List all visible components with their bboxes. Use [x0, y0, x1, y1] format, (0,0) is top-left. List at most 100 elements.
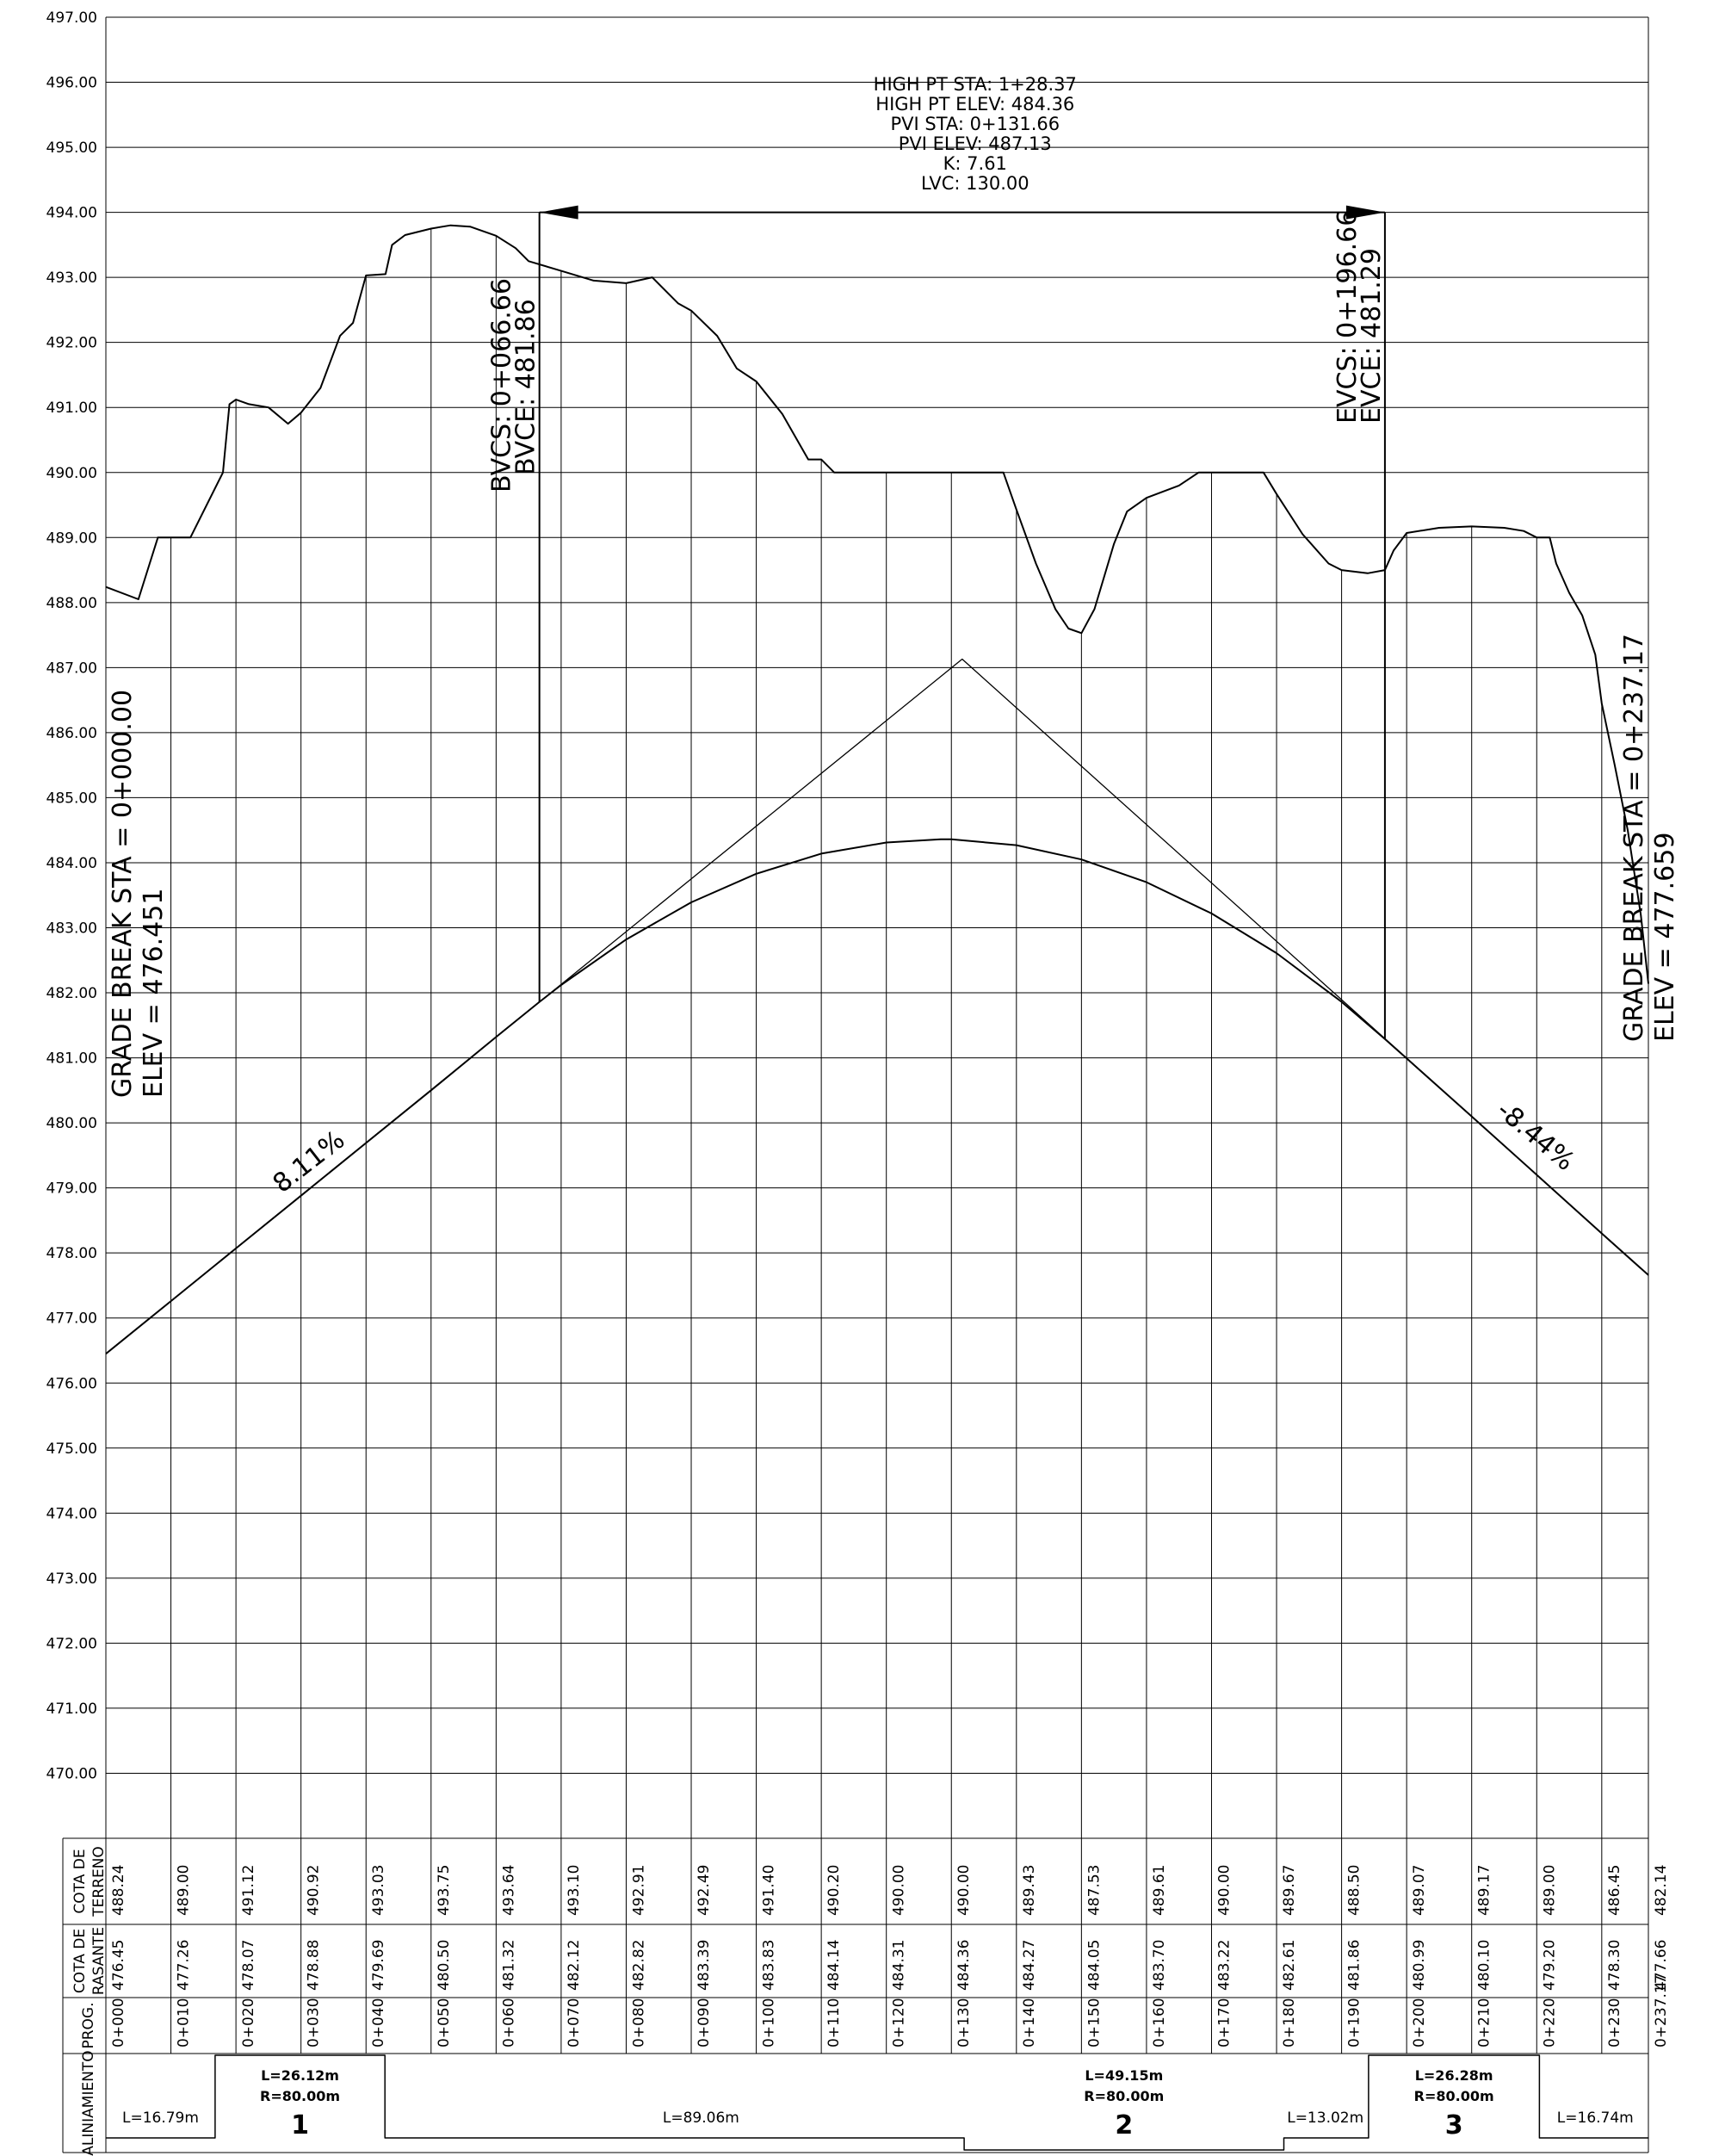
- cota-rasante-cell: 478.88: [306, 1940, 323, 1991]
- y-tick-label: 488.00: [46, 595, 97, 612]
- grade-break-right-station: GRADE BREAK STA = 0+237.17: [1619, 634, 1649, 1042]
- prog-cell: 0+150: [1085, 1998, 1103, 2048]
- evc-station-label: EVCS: 0+196.66: [1332, 210, 1363, 424]
- prog-cell: 0+070: [566, 1998, 583, 2048]
- cota-terreno-cell: 489.17: [1476, 1865, 1493, 1916]
- y-tick-label: 474.00: [46, 1505, 97, 1522]
- y-tick-label: 475.00: [46, 1440, 97, 1458]
- table-row-label: COTA DE: [71, 1929, 89, 1993]
- y-tick-label: 473.00: [46, 1571, 97, 1588]
- table-row-label: ALINIAMIENTO: [80, 2050, 97, 2155]
- prog-cell: 0+120: [891, 1998, 908, 2048]
- y-tick-label: 472.00: [46, 1635, 97, 1652]
- curve-length-label: L=26.12m: [261, 2067, 339, 2084]
- cota-rasante-cell: 478.30: [1606, 1940, 1623, 1991]
- prog-cell: 0+230: [1606, 1998, 1623, 2048]
- cota-rasante-cell: 477.26: [176, 1940, 193, 1991]
- prog-cell: 0+140: [1021, 1998, 1038, 2048]
- vertical-curve-info: K: 7.61: [943, 153, 1007, 174]
- cota-terreno-cell: 489.07: [1411, 1865, 1428, 1916]
- vertical-curve-info: HIGH PT ELEV: 484.36: [875, 94, 1074, 115]
- prog-cell: 0+160: [1151, 1998, 1168, 2048]
- cota-rasante-cell: 480.99: [1411, 1940, 1428, 1991]
- prog-cell: 0+190: [1346, 1998, 1363, 2048]
- prog-cell: 0+000: [110, 1998, 127, 2048]
- curve-radius-label: R=80.00m: [260, 2088, 340, 2104]
- cota-rasante-cell: 479.69: [370, 1940, 387, 1991]
- bvc-station-label: BVCS: 0+066.66: [487, 278, 517, 493]
- grade-break-left-elev: ELEV = 476.451: [139, 889, 169, 1098]
- prog-cell: 0+030: [306, 1998, 323, 2048]
- grade-break-left-station: GRADE BREAK STA = 0+000.00: [108, 690, 138, 1098]
- bvc-elevation-label: BVCE: 481.86: [511, 299, 541, 475]
- cota-rasante-cell: 484.36: [955, 1940, 973, 1991]
- ground-profile-line: [105, 224, 1649, 984]
- y-tick-label: 497.00: [46, 9, 97, 27]
- curve-radius-label: R=80.00m: [1084, 2088, 1164, 2104]
- dimension-arrow-right: [1345, 205, 1385, 220]
- cota-terreno-cell: 490.00: [955, 1865, 973, 1916]
- vertical-curve-info: LVC: 130.00: [921, 173, 1029, 194]
- prog-cell: 0+020: [240, 1998, 257, 2048]
- prog-cell: 0+170: [1215, 1998, 1233, 2048]
- cota-rasante-cell: 476.45: [110, 1940, 127, 1991]
- curve-number-label: 2: [1115, 2110, 1133, 2141]
- prog-cell: 0+220: [1541, 1998, 1558, 2048]
- cota-terreno-cell: 487.53: [1085, 1865, 1103, 1916]
- cota-rasante-cell: 483.39: [696, 1940, 713, 1991]
- prog-cell: 0+060: [500, 1998, 517, 2048]
- tangent-length-label: L=13.02m: [1287, 2110, 1363, 2127]
- cota-terreno-cell: 493.03: [370, 1865, 387, 1916]
- cota-rasante-cell: 484.31: [891, 1940, 908, 1991]
- curve-length-label: L=49.15m: [1085, 2067, 1163, 2084]
- cota-terreno-cell: 489.00: [176, 1865, 193, 1916]
- y-tick-label: 485.00: [46, 790, 97, 807]
- prog-cell: 0+040: [370, 1998, 387, 2048]
- prog-cell: 0+237.17: [1653, 1974, 1670, 2048]
- y-tick-label: 478.00: [46, 1245, 97, 1262]
- y-tick-label: 491.00: [46, 400, 97, 417]
- cota-rasante-cell: 482.12: [566, 1940, 583, 1991]
- cota-terreno-cell: 488.50: [1346, 1865, 1363, 1916]
- cota-terreno-cell: 489.43: [1021, 1865, 1038, 1916]
- y-tick-label: 481.00: [46, 1050, 97, 1068]
- y-tick-label: 476.00: [46, 1375, 97, 1392]
- curve-radius-label: R=80.00m: [1414, 2088, 1494, 2104]
- vertical-curve-info: PVI ELEV: 487.13: [899, 133, 1052, 154]
- prog-cell: 0+080: [630, 1998, 647, 2048]
- cota-terreno-cell: 489.00: [1541, 1865, 1558, 1916]
- cota-terreno-cell: 489.67: [1281, 1865, 1298, 1916]
- y-tick-label: 494.00: [46, 205, 97, 222]
- tangent-length-label: L=16.74m: [1557, 2110, 1634, 2127]
- cota-rasante-cell: 478.07: [240, 1940, 257, 1991]
- cota-terreno-cell: 482.14: [1653, 1865, 1670, 1916]
- cota-terreno-cell: 492.91: [630, 1865, 647, 1916]
- cota-rasante-cell: 483.22: [1215, 1940, 1233, 1991]
- cota-terreno-cell: 493.10: [566, 1865, 583, 1916]
- prog-cell: 0+100: [761, 1998, 778, 2048]
- alignment-diagram: [106, 2054, 1648, 2151]
- slope-label: -8.44%: [1491, 1095, 1580, 1177]
- cota-rasante-cell: 483.83: [761, 1940, 778, 1991]
- y-tick-label: 486.00: [46, 725, 97, 742]
- y-tick-label: 490.00: [46, 465, 97, 482]
- table-row-label: COTA DE: [71, 1849, 89, 1913]
- y-tick-label: 489.00: [46, 530, 97, 547]
- y-tick-label: 482.00: [46, 985, 97, 1002]
- curve-length-label: L=26.28m: [1415, 2067, 1493, 2084]
- cota-rasante-cell: 482.61: [1281, 1940, 1298, 1991]
- cota-rasante-cell: 480.50: [436, 1940, 453, 1991]
- prog-cell: 0+200: [1411, 1998, 1428, 2048]
- y-tick-label: 496.00: [46, 75, 97, 92]
- vertical-curve-info: HIGH PT STA: 1+28.37: [874, 74, 1077, 95]
- prog-cell: 0+090: [696, 1998, 713, 2048]
- cota-rasante-cell: 481.32: [500, 1940, 517, 1991]
- y-tick-label: 492.00: [46, 335, 97, 352]
- cota-rasante-cell: 481.86: [1346, 1940, 1363, 1991]
- cota-rasante-cell: 480.10: [1476, 1940, 1493, 1991]
- table-row-label: PROG.: [80, 2002, 97, 2048]
- prog-cell: 0+050: [436, 1998, 453, 2048]
- tangent-lines: [105, 658, 1649, 1354]
- tangent-length-label: L=89.06m: [663, 2110, 739, 2127]
